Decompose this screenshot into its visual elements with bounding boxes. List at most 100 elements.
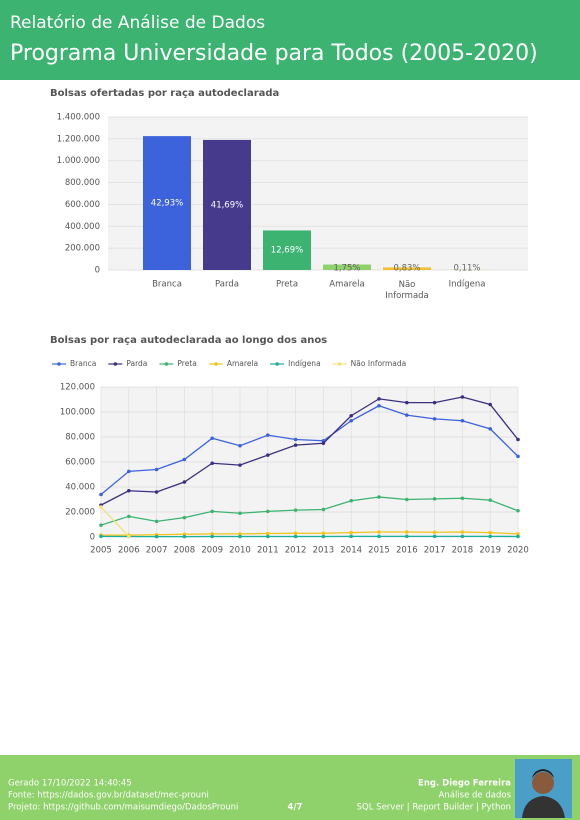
data-point bbox=[238, 534, 242, 539]
data-point bbox=[99, 534, 103, 539]
data-point bbox=[127, 469, 131, 474]
data-point bbox=[432, 400, 437, 405]
data-point bbox=[377, 534, 381, 539]
data-point bbox=[210, 532, 214, 536]
data-point bbox=[127, 514, 131, 519]
bar bbox=[383, 267, 431, 270]
data-point bbox=[432, 417, 437, 421]
footer-role: Análise de dados bbox=[439, 791, 512, 801]
x-tick-label: 2009 bbox=[201, 546, 223, 556]
y-tick-label: 400.000 bbox=[65, 222, 100, 232]
legend-label: Branca bbox=[70, 359, 96, 368]
series-line bbox=[101, 531, 519, 536]
data-point bbox=[405, 530, 409, 534]
data-point bbox=[182, 480, 187, 484]
page-number: 4/7 bbox=[288, 803, 303, 813]
data-point bbox=[266, 433, 270, 437]
data-point bbox=[321, 531, 326, 536]
data-point bbox=[266, 509, 270, 514]
data-point bbox=[293, 534, 298, 539]
x-tick-label: Não Informada bbox=[385, 280, 429, 301]
data-point bbox=[238, 463, 242, 467]
data-point bbox=[460, 530, 465, 534]
data-point bbox=[516, 534, 520, 539]
x-tick-label: 2011 bbox=[257, 546, 279, 556]
x-tick-label: 2020 bbox=[507, 546, 529, 556]
bar bbox=[143, 136, 191, 270]
x-tick-label: 2012 bbox=[285, 546, 307, 556]
x-tick-label: 2007 bbox=[146, 546, 168, 556]
data-point bbox=[488, 427, 493, 431]
data-point bbox=[460, 534, 465, 539]
data-point bbox=[182, 515, 187, 520]
data-point bbox=[99, 523, 103, 527]
series-line bbox=[100, 506, 130, 537]
series-line bbox=[100, 496, 519, 526]
y-tick-label: 120.000 bbox=[60, 383, 95, 393]
x-tick-label: Parda bbox=[215, 280, 239, 290]
data-point bbox=[349, 418, 354, 423]
x-tick-label: 2015 bbox=[368, 546, 390, 556]
data-point bbox=[349, 530, 354, 535]
x-tick-label: 2016 bbox=[396, 546, 418, 556]
chart-title: Bolsas ofertadas por raça autodeclarada bbox=[50, 88, 279, 99]
header-title: Programa Universidade para Todos (2005-2… bbox=[10, 41, 538, 66]
data-point bbox=[293, 508, 298, 512]
data-point bbox=[349, 498, 354, 503]
data-point bbox=[349, 413, 354, 418]
x-tick-label: Amarela bbox=[329, 280, 364, 290]
data-point bbox=[210, 509, 214, 514]
data-point bbox=[321, 534, 326, 539]
bar bbox=[263, 230, 311, 270]
legend-marker bbox=[214, 362, 218, 366]
data-point bbox=[293, 443, 298, 447]
series-line bbox=[100, 396, 519, 506]
data-point bbox=[238, 532, 242, 536]
data-point bbox=[488, 498, 493, 502]
x-tick-label: 2013 bbox=[313, 546, 335, 556]
y-tick-label: 1.400.000 bbox=[57, 113, 100, 123]
data-point bbox=[377, 530, 381, 534]
y-tick-label: 0 bbox=[90, 533, 95, 543]
data-point bbox=[210, 534, 214, 539]
data-point bbox=[182, 457, 187, 462]
data-point bbox=[127, 534, 131, 539]
bar-value-label: 1,75% bbox=[333, 264, 360, 274]
data-point bbox=[266, 453, 270, 457]
data-point bbox=[460, 496, 465, 501]
header-band bbox=[0, 0, 580, 80]
bar-value-label: 0,11% bbox=[453, 264, 480, 274]
legend-marker bbox=[113, 362, 118, 366]
data-point bbox=[460, 395, 465, 399]
bar-value-label: 0,83% bbox=[393, 264, 420, 274]
data-point bbox=[516, 532, 520, 536]
data-point bbox=[293, 437, 298, 442]
x-tick-label: 2019 bbox=[479, 546, 501, 556]
data-point bbox=[516, 437, 520, 442]
data-point bbox=[405, 400, 409, 405]
y-tick-label: 80.000 bbox=[65, 433, 95, 443]
legend-label: Indígena bbox=[288, 359, 321, 368]
data-point bbox=[266, 534, 270, 539]
legend-marker bbox=[164, 362, 169, 366]
data-point bbox=[182, 534, 187, 539]
data-point bbox=[238, 511, 242, 516]
data-point bbox=[293, 531, 298, 536]
bar bbox=[203, 139, 251, 270]
x-tick-label: 2008 bbox=[174, 546, 196, 556]
y-tick-label: 1.000.000 bbox=[57, 156, 100, 166]
data-point bbox=[488, 530, 493, 535]
data-point bbox=[516, 508, 520, 513]
data-point bbox=[460, 418, 465, 423]
y-tick-label: 60.000 bbox=[65, 458, 95, 468]
data-point bbox=[432, 534, 437, 539]
data-point bbox=[377, 403, 381, 408]
legend-label: Não Informada bbox=[351, 359, 407, 368]
data-point bbox=[349, 534, 354, 539]
bar-value-label: 42,93% bbox=[151, 199, 183, 209]
x-tick-label: Branca bbox=[152, 280, 182, 290]
footer-band bbox=[0, 755, 580, 820]
footer-tools: SQL Server | Report Builder | Python bbox=[357, 803, 511, 813]
data-point bbox=[432, 497, 437, 501]
x-tick-label: Indígena bbox=[449, 280, 486, 290]
